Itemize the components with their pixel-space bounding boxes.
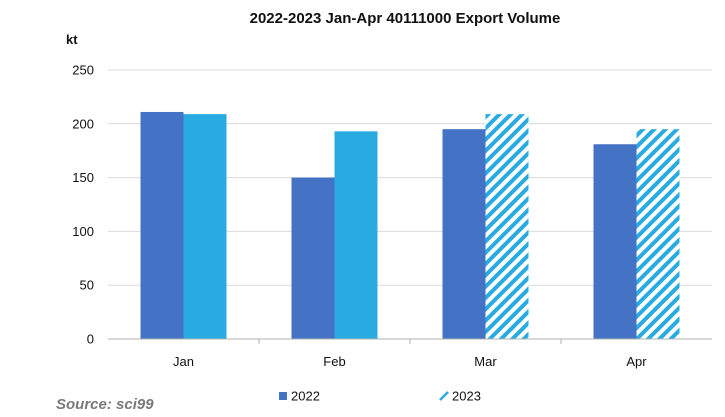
source-label: Source: sci99 [56,396,154,413]
bar-2023-apr [636,129,680,339]
bar-2022-apr [593,144,637,339]
bar-2022-mar [442,129,486,339]
legend-label-2022: 2022 [291,389,320,404]
x-tick-label: Mar [474,354,497,369]
y-tick-label: 100 [72,224,94,239]
legend-swatch-2023 [439,391,449,401]
x-tick-label: Apr [626,354,647,369]
y-axis-unit: kt [66,32,78,47]
bar-2022-jan [140,111,184,340]
bar-2022-feb [291,177,335,339]
y-tick-label: 250 [72,63,94,78]
legend-label-2023: 2023 [452,389,481,404]
bar-2023-feb [334,131,378,339]
x-axis-ticks: Jan Feb Mar Apr [173,339,647,369]
bars [140,111,680,340]
chart-title: 2022-2023 Jan-Apr 40111000 Export Volume [250,10,561,27]
x-tick-label: Feb [323,354,345,369]
y-tick-label: 50 [80,278,94,293]
y-tick-label: 0 [87,332,94,347]
legend: 2022 2023 [279,389,481,404]
legend-swatch-2022 [279,392,287,400]
x-tick-label: Jan [173,354,194,369]
y-axis-ticks: 0 50 100 150 200 250 [72,63,94,347]
y-tick-label: 200 [72,116,94,131]
bar-2023-mar [485,114,529,339]
bar-2023-jan [183,114,227,339]
y-tick-label: 150 [72,170,94,185]
